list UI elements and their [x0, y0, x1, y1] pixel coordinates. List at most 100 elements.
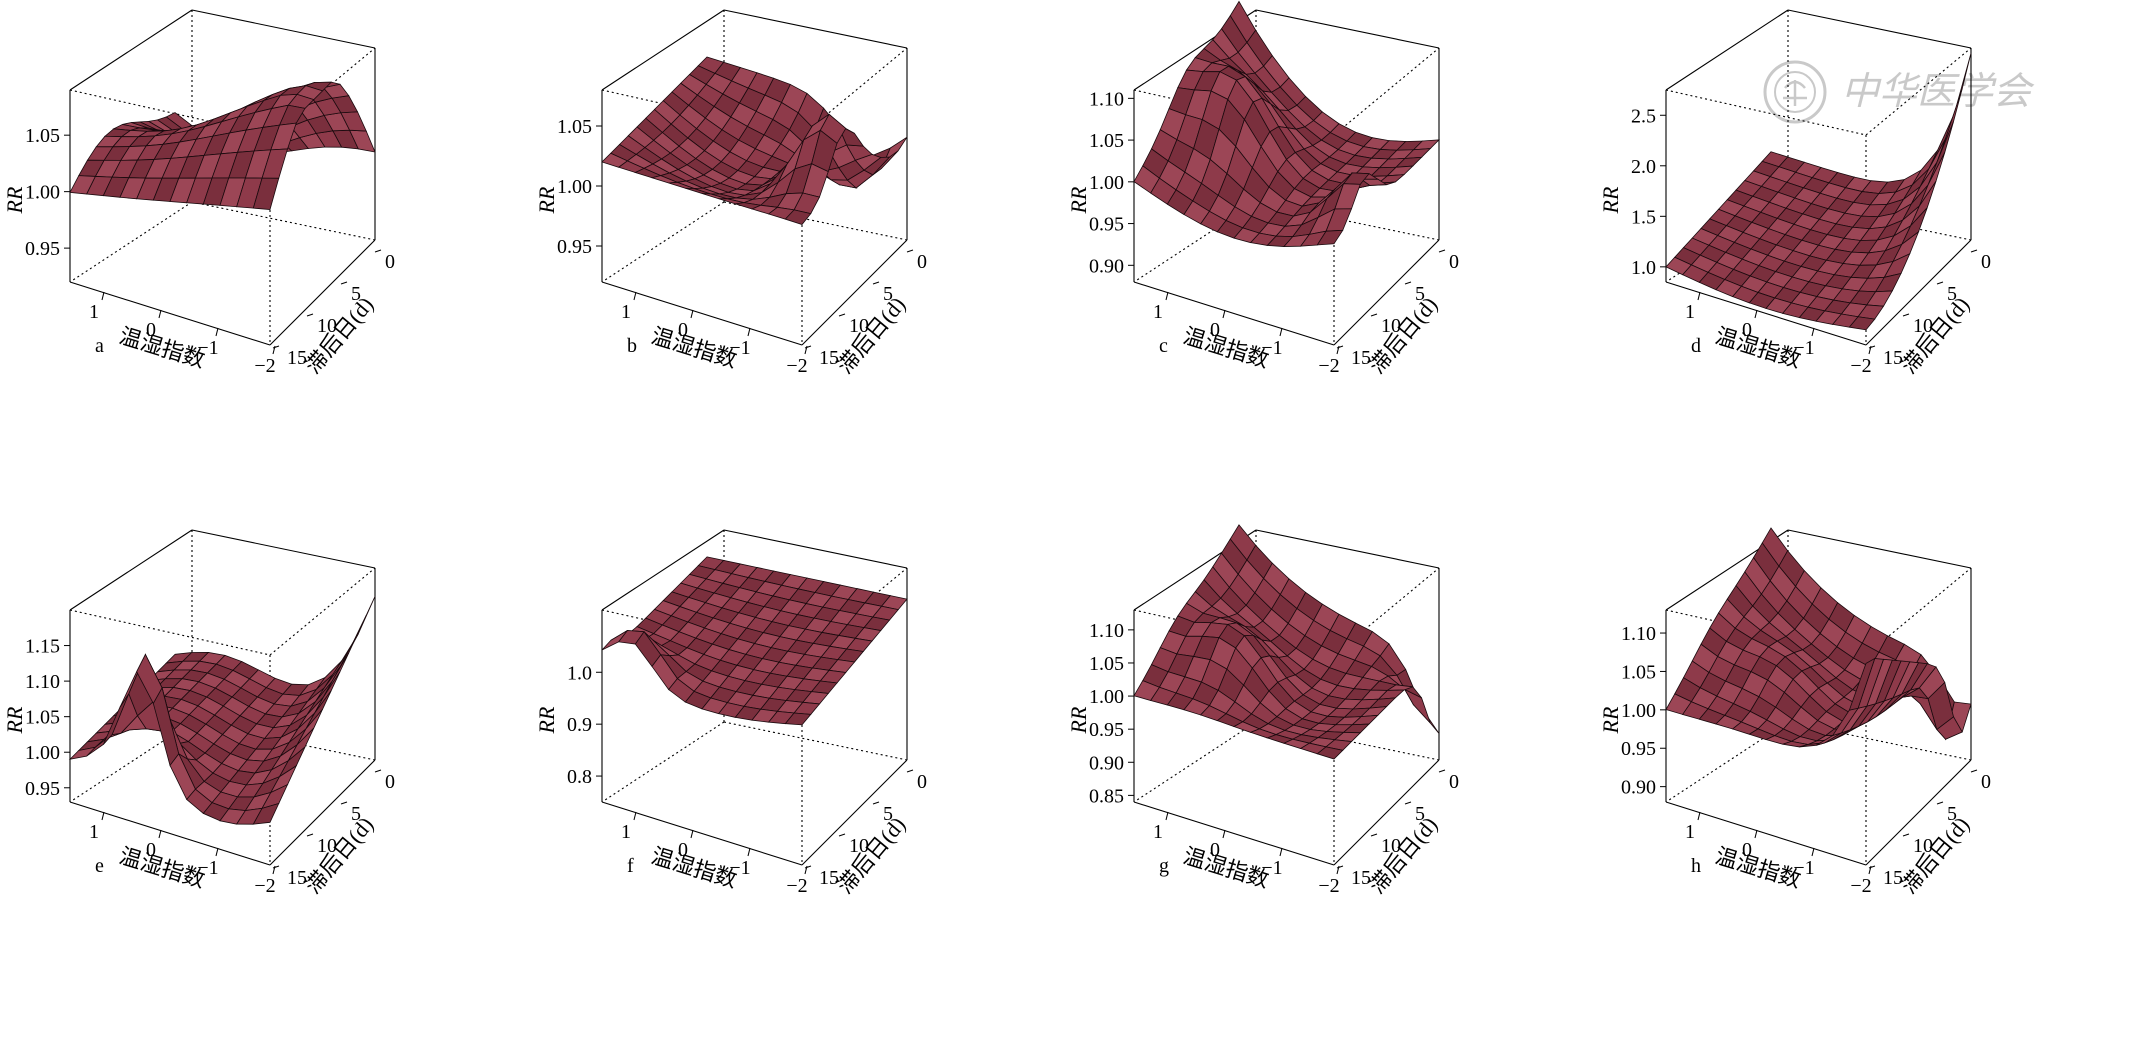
y-tick-label: 0: [1981, 251, 1991, 273]
y-axis-label: 滞后日(d): [832, 812, 910, 898]
y-tick: [306, 313, 314, 317]
box-edge: [723, 9, 908, 49]
box-edge: [601, 281, 803, 346]
x-axis-label: 温湿指数: [1712, 323, 1803, 373]
z-axis: 0.85 0.90 0.95 1.00 1.05 1.10: [1089, 620, 1134, 807]
x-tick-label: −1: [197, 857, 218, 879]
y-tick-label: 15: [1351, 347, 1371, 369]
surface-panel-e: 0.951.001.051.101.15RR10−1−2温湿指数051015滞后…: [2, 529, 395, 898]
z-tick-label: 0.95: [25, 778, 60, 800]
x-axis: 1 0 −1 −2 温湿指数: [1153, 811, 1340, 897]
box-edge: [1787, 529, 1972, 569]
z-tick-label: 1.05: [1621, 661, 1656, 683]
x-tick: [158, 829, 162, 839]
x-tick-label: −1: [729, 337, 750, 359]
box-edge: [601, 801, 803, 866]
y-tick-label: 0: [917, 771, 927, 793]
y-tick-label: 0: [917, 251, 927, 273]
z-tick-label: 1.05: [1089, 653, 1124, 675]
z-tick-label: 1.15: [25, 636, 60, 658]
surface-mesh: [601, 556, 908, 726]
x-tick: [633, 811, 637, 821]
box-edge: [1255, 9, 1440, 49]
y-tick-label: 15: [1883, 347, 1903, 369]
box-edge-dotted: [1333, 47, 1440, 136]
surface-panel-h: 0.900.951.001.051.10RR10−1−2温湿指数051015滞后…: [1598, 527, 1991, 898]
y-axis-label: 滞后日(d): [832, 292, 910, 378]
y-tick-label: 0: [385, 771, 395, 793]
surface-facet: [1848, 316, 1876, 331]
x-axis: 1 0 −1 −2 温湿指数: [1685, 811, 1872, 897]
y-tick-label: 10: [1913, 315, 1933, 337]
y-tick: [804, 865, 812, 869]
y-tick-label: 5: [1947, 283, 1957, 305]
box-edge: [69, 801, 271, 866]
x-axis: 1 0 −1 −2 温湿指数: [89, 811, 276, 897]
y-tick-label: 10: [317, 315, 337, 337]
surface-facet: [784, 712, 812, 726]
box-edge-dotted: [723, 721, 908, 761]
x-tick-label: 0: [1210, 319, 1220, 341]
surface-facet: [1927, 121, 1954, 186]
z-tick-label: 2.5: [1631, 105, 1656, 127]
surface-mesh: [601, 56, 908, 226]
y-tick: [1438, 249, 1446, 253]
z-tick-label: 1.10: [1621, 623, 1656, 645]
panel-label: h: [1691, 855, 1701, 877]
y-tick: [838, 313, 846, 317]
z-tick-label: 0.9: [567, 714, 592, 736]
box-edge-dotted: [69, 201, 193, 283]
x-tick-label: −2: [254, 875, 275, 897]
watermark-text: 中华医学会: [1841, 69, 2035, 113]
y-tick-label: 10: [1381, 835, 1401, 857]
z-tick-label: 0.90: [1621, 777, 1656, 799]
y-tick-label: 10: [1381, 315, 1401, 337]
y-tick: [804, 345, 812, 349]
panel-label: d: [1691, 335, 1701, 357]
y-tick-label: 0: [1449, 771, 1459, 793]
x-tick-label: −1: [1261, 857, 1282, 879]
box-edge-dotted: [1665, 89, 1867, 136]
y-tick: [1970, 249, 1978, 253]
y-tick: [374, 249, 382, 253]
x-tick-label: 1: [89, 301, 99, 323]
y-tick: [306, 833, 314, 837]
x-axis-label: 温湿指数: [648, 323, 739, 373]
z-tick-label: 1.0: [567, 662, 592, 684]
x-tick-label: 0: [146, 319, 156, 341]
y-tick-label: 0: [385, 251, 395, 273]
y-tick: [906, 249, 914, 253]
box-edge: [723, 529, 908, 569]
y-tick-label: 15: [1351, 867, 1371, 889]
box-edge-dotted: [601, 201, 725, 283]
y-axis-label: 滞后日(d): [1364, 292, 1442, 378]
box-edge: [269, 239, 376, 346]
z-axis-label: RR: [1066, 706, 1091, 734]
z-tick-label: 0.85: [1089, 785, 1124, 807]
y-tick-label: 10: [317, 835, 337, 857]
box-edge: [69, 281, 271, 346]
y-tick-label: 10: [1913, 835, 1933, 857]
z-axis: 0.8 0.9 1.0: [567, 662, 602, 788]
y-tick-label: 5: [351, 283, 361, 305]
y-axis-label: 滞后日(d): [1896, 292, 1974, 378]
x-tick-label: 1: [1685, 301, 1695, 323]
z-tick-label: 2.0: [1631, 156, 1656, 178]
x-tick-label: 1: [89, 821, 99, 843]
y-tick-label: 15: [819, 347, 839, 369]
y-tick: [1336, 345, 1344, 349]
y-tick: [1936, 801, 1944, 805]
surface-facet: [1316, 229, 1344, 246]
x-tick-label: −1: [1793, 337, 1814, 359]
surface-mesh: [69, 81, 376, 210]
z-tick-label: 1.00: [25, 742, 60, 764]
x-tick: [633, 291, 637, 301]
x-tick-label: −2: [786, 875, 807, 897]
y-tick: [1902, 313, 1910, 317]
z-axis-label: RR: [2, 186, 27, 214]
box-edge: [69, 9, 193, 91]
z-tick-label: 1.00: [557, 176, 592, 198]
y-tick: [1868, 865, 1876, 869]
